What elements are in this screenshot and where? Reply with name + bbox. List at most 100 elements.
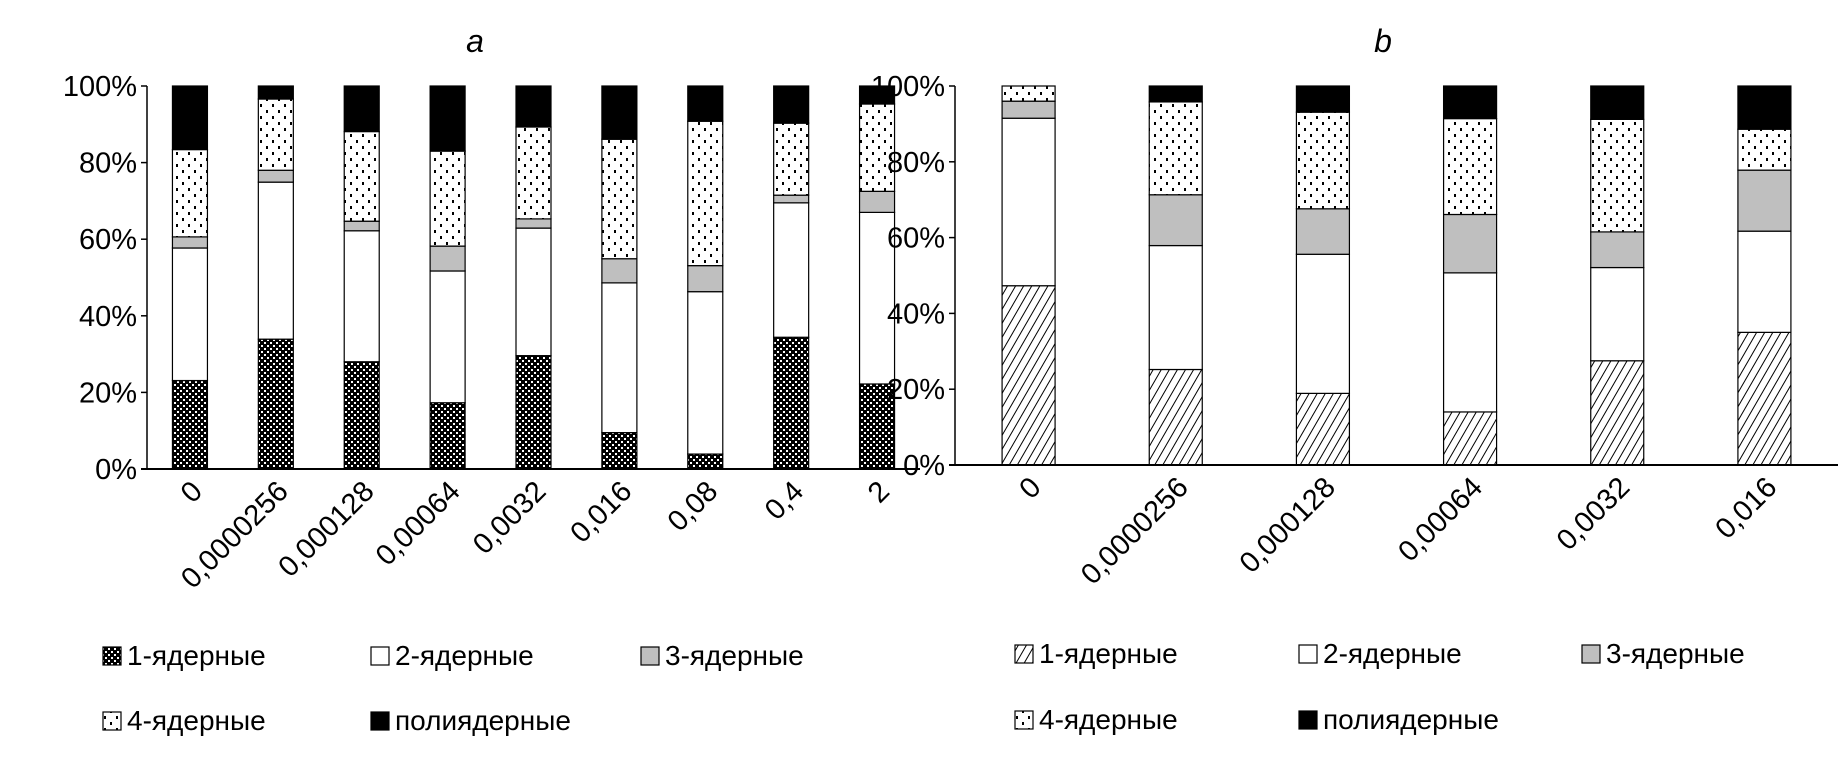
legend-swatch bbox=[640, 646, 660, 666]
x-tick-label: 0,08 bbox=[662, 475, 725, 538]
bar-segment-3 bbox=[171, 236, 209, 249]
y-tick-label: 40% bbox=[79, 301, 137, 333]
bar-segment-4 bbox=[257, 98, 294, 171]
legend-label: 3-ядерные bbox=[1606, 638, 1745, 669]
y-tick-label: 20% bbox=[887, 374, 945, 406]
bar-segment-3 bbox=[343, 220, 380, 232]
bar-segment-4 bbox=[1442, 117, 1498, 216]
bar-segment-5 bbox=[773, 85, 810, 124]
bar-segment-3 bbox=[687, 265, 724, 293]
bar-segment-1 bbox=[687, 453, 724, 470]
x-tick-label: 0,016 bbox=[1709, 471, 1783, 545]
legend-swatch bbox=[102, 646, 122, 666]
bar-segment-1 bbox=[257, 338, 294, 470]
legend-swatch bbox=[1298, 710, 1318, 730]
bar-segment-2 bbox=[171, 247, 209, 382]
y-tick-label: 60% bbox=[79, 224, 137, 256]
bar-segment-2 bbox=[343, 230, 380, 363]
y-tick-label: 0% bbox=[95, 454, 137, 486]
legend-label: полиядерные bbox=[1323, 704, 1499, 735]
x-tick-label: 0,4 bbox=[759, 475, 810, 526]
x-tick-label: 0,000128 bbox=[273, 475, 381, 583]
bar-segment-1 bbox=[1001, 285, 1056, 466]
legend-label: 3-ядерные bbox=[665, 640, 804, 671]
bar-segment-4 bbox=[515, 126, 552, 220]
bar-segment-5 bbox=[1148, 85, 1203, 103]
legend-swatch bbox=[1581, 644, 1601, 664]
bar-segment-3 bbox=[1442, 213, 1498, 274]
bar-segment-5 bbox=[601, 85, 638, 140]
bar-segment-4 bbox=[858, 103, 896, 192]
bar-segment-3 bbox=[773, 194, 810, 204]
bar-segment-1 bbox=[1148, 368, 1203, 466]
legend-label: полиядерные bbox=[395, 705, 571, 736]
x-tick-label: 0,000128 bbox=[1234, 471, 1342, 579]
bar-segment-2 bbox=[601, 282, 638, 434]
bar-segment-4 bbox=[1590, 118, 1645, 233]
bar-segment-5 bbox=[429, 85, 466, 152]
legend-swatch bbox=[370, 646, 390, 666]
y-tick-label: 20% bbox=[79, 377, 137, 409]
bar-segment-5 bbox=[515, 85, 552, 128]
bar-segment-1 bbox=[515, 355, 552, 470]
legend-label: 1-ядерные bbox=[1039, 638, 1178, 669]
bar-segment-1 bbox=[773, 336, 810, 470]
bar-segment-1 bbox=[1590, 360, 1645, 466]
bar-segment-2 bbox=[1295, 253, 1351, 394]
bar-segment-2 bbox=[515, 227, 552, 357]
bar-segment-1 bbox=[1442, 411, 1498, 466]
bar-segment-3 bbox=[1590, 231, 1645, 269]
legend-swatch bbox=[370, 711, 390, 731]
bar-segment-2 bbox=[1442, 272, 1498, 413]
bar-segment-3 bbox=[1737, 169, 1792, 232]
bar-segment-2 bbox=[773, 202, 810, 338]
bar-segment-4 bbox=[1001, 85, 1056, 102]
bar-segment-2 bbox=[858, 211, 896, 385]
y-tick-label: 80% bbox=[887, 147, 945, 179]
legend-label: 2-ядерные bbox=[395, 640, 534, 671]
bar-segment-4 bbox=[1148, 101, 1203, 196]
bar-segment-5 bbox=[257, 85, 294, 100]
bar-segment-5 bbox=[687, 85, 724, 122]
bar-segment-2 bbox=[1590, 266, 1645, 362]
bar-segment-4 bbox=[343, 130, 380, 222]
bar-segment-2 bbox=[1001, 117, 1056, 287]
legend-label: 2-ядерные bbox=[1323, 638, 1462, 669]
legend-swatch bbox=[102, 711, 122, 731]
bar-segment-3 bbox=[858, 190, 896, 213]
y-tick-label: 40% bbox=[887, 298, 945, 330]
bar-segment-4 bbox=[429, 150, 466, 247]
x-tick-label: 0,00064 bbox=[370, 475, 467, 572]
bar-segment-4 bbox=[171, 148, 209, 238]
bar-segment-5 bbox=[1737, 85, 1792, 130]
bar-segment-1 bbox=[343, 361, 380, 470]
x-tick-label: 2 bbox=[862, 475, 896, 509]
bar-segment-3 bbox=[1148, 194, 1203, 247]
bar-segment-1 bbox=[601, 432, 638, 470]
legend-swatch bbox=[1014, 710, 1034, 730]
x-tick-label: 0,0032 bbox=[467, 475, 552, 560]
y-tick-label: 80% bbox=[79, 148, 137, 180]
bar-segment-3 bbox=[601, 258, 638, 284]
legend-label: 4-ядерные bbox=[127, 705, 266, 736]
bar-segment-3 bbox=[1295, 208, 1351, 255]
bar-segment-2 bbox=[429, 270, 466, 404]
bar-segment-2 bbox=[1737, 230, 1792, 333]
bar-segment-5 bbox=[1590, 85, 1645, 120]
bar-segment-2 bbox=[257, 181, 294, 340]
legend-swatch bbox=[1298, 644, 1318, 664]
chart-a: a0%20%40%60%80%100%00,00002560,0001280,0… bbox=[63, 23, 920, 736]
bar-segment-1 bbox=[1295, 392, 1351, 466]
x-tick-label: 0 bbox=[175, 475, 209, 509]
chart-title: b bbox=[1374, 23, 1392, 59]
bar-segment-5 bbox=[171, 85, 209, 151]
bar-segment-4 bbox=[1737, 128, 1792, 171]
x-tick-label: 0,0032 bbox=[1551, 471, 1636, 556]
bar-segment-2 bbox=[1148, 244, 1203, 371]
bar-segment-1 bbox=[1737, 331, 1792, 466]
legend-label: 1-ядерные bbox=[127, 640, 266, 671]
x-tick-label: 0,016 bbox=[564, 475, 638, 549]
bar-segment-4 bbox=[687, 120, 724, 267]
y-tick-label: 100% bbox=[63, 71, 137, 103]
